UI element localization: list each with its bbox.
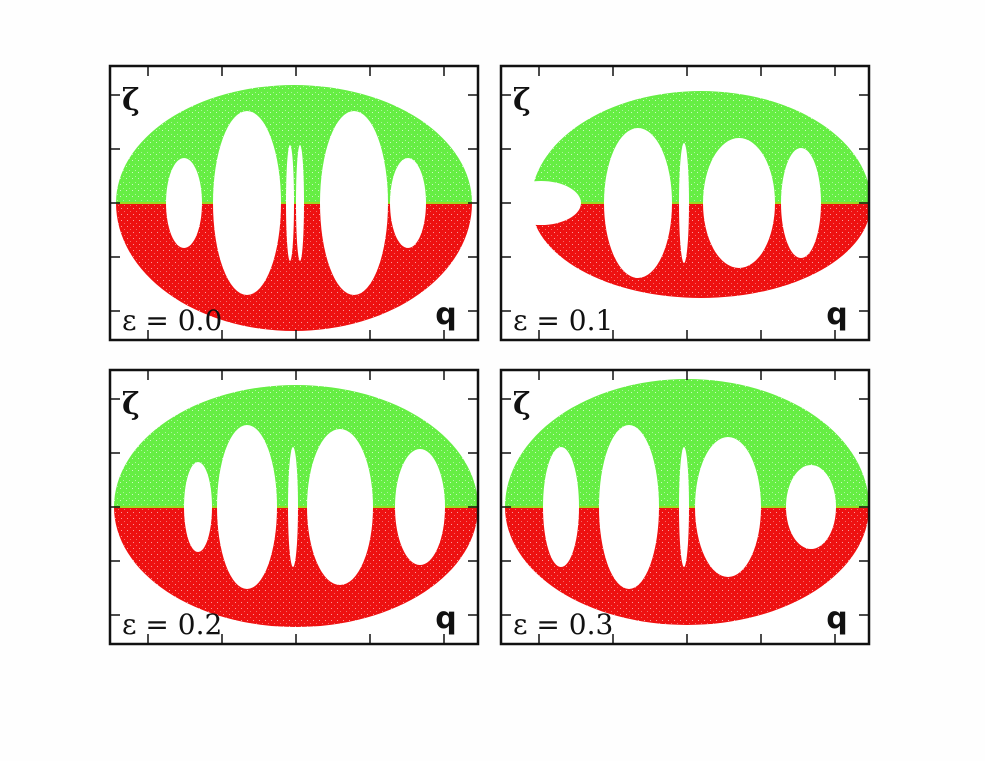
y-label: ζ [513, 387, 531, 422]
island [781, 148, 821, 258]
island [390, 158, 426, 248]
plot-area [110, 66, 478, 340]
island [320, 111, 388, 295]
island [395, 449, 445, 565]
y-label: ζ [122, 387, 140, 422]
island [703, 138, 775, 268]
island [213, 111, 281, 295]
plot-area [501, 66, 869, 340]
island [166, 158, 202, 248]
upper-region [505, 379, 869, 507]
island [543, 447, 579, 567]
island [288, 447, 298, 567]
island [679, 447, 689, 567]
x-label: q [435, 297, 456, 332]
plot-area [110, 370, 478, 644]
island [286, 145, 294, 261]
island [599, 425, 659, 589]
epsilon-label: ε = 0.2 [122, 608, 222, 641]
panel: ζ q ε = 0.2 [108, 368, 480, 646]
island [184, 462, 212, 552]
island [695, 437, 761, 577]
island [679, 143, 689, 263]
epsilon-label: ε = 0.0 [122, 304, 222, 337]
panel: ζ q ε = 0.3 [499, 368, 871, 646]
plot-area [501, 370, 869, 644]
x-label: q [826, 297, 847, 332]
island [296, 145, 304, 261]
island [786, 465, 836, 549]
x-label: q [435, 601, 456, 636]
lower-region [505, 507, 869, 625]
y-label: ζ [122, 83, 140, 118]
panel: ζ q ε = 0.1 [499, 64, 871, 342]
island [604, 128, 672, 278]
y-label: ζ [513, 83, 531, 118]
x-label: q [826, 601, 847, 636]
island [307, 429, 373, 585]
island [501, 181, 581, 225]
panel: ζ q ε = 0.0 [108, 64, 480, 342]
epsilon-label: ε = 0.1 [513, 304, 613, 337]
epsilon-label: ε = 0.3 [513, 608, 613, 641]
island [217, 425, 277, 589]
